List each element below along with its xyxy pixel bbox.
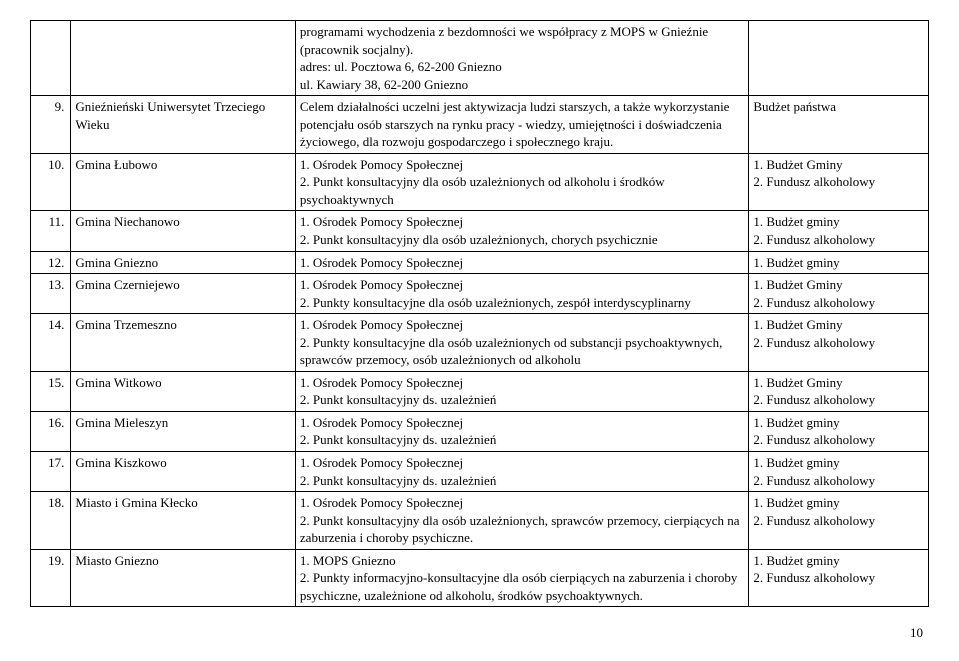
row-number: 16. <box>31 411 71 451</box>
entity-name: Gmina Gniezno <box>71 251 296 274</box>
funding: 1. Budżet gminy 2. Fundusz alkoholowy <box>749 492 929 550</box>
entity-name: Gmina Witkowo <box>71 371 296 411</box>
funding: 1. Budżet gminy 2. Fundusz alkoholowy <box>749 452 929 492</box>
entity-name: Gmina Mieleszyn <box>71 411 296 451</box>
data-table: programami wychodzenia z bezdomności we … <box>30 20 929 607</box>
description: 1. MOPS Gniezno 2. Punkty informacyjno-k… <box>295 549 748 607</box>
entity-name: Gmina Kiszkowo <box>71 452 296 492</box>
row-number: 17. <box>31 452 71 492</box>
table-row: programami wychodzenia z bezdomności we … <box>31 21 929 96</box>
description: Celem działalności uczelni jest aktywiza… <box>295 96 748 154</box>
entity-name: Gmina Trzemeszno <box>71 314 296 372</box>
funding: 1. Budżet gminy 2. Fundusz alkoholowy <box>749 549 929 607</box>
table-row: 16.Gmina Mieleszyn1. Ośrodek Pomocy Społ… <box>31 411 929 451</box>
description: 1. Ośrodek Pomocy Społecznej 2. Punkt ko… <box>295 211 748 251</box>
description: 1. Ośrodek Pomocy Społecznej 2. Punkty k… <box>295 274 748 314</box>
description: 1. Ośrodek Pomocy Społecznej 2. Punkt ko… <box>295 492 748 550</box>
table-row: 11.Gmina Niechanowo1. Ośrodek Pomocy Spo… <box>31 211 929 251</box>
description: 1. Ośrodek Pomocy Społecznej 2. Punkt ko… <box>295 153 748 211</box>
entity-name: Gmina Łubowo <box>71 153 296 211</box>
entity-name: Gmina Niechanowo <box>71 211 296 251</box>
funding: 1. Budżet Gminy 2. Fundusz alkoholowy <box>749 314 929 372</box>
funding: 1. Budżet gminy <box>749 251 929 274</box>
entity-name: Gmina Czerniejewo <box>71 274 296 314</box>
funding: 1. Budżet Gminy 2. Fundusz alkoholowy <box>749 274 929 314</box>
row-number: 19. <box>31 549 71 607</box>
description: 1. Ośrodek Pomocy Społecznej <box>295 251 748 274</box>
table-row: 9.Gnieźnieński Uniwersytet Trzeciego Wie… <box>31 96 929 154</box>
funding: 1. Budżet gminy 2. Fundusz alkoholowy <box>749 211 929 251</box>
entity-name: Miasto i Gmina Kłecko <box>71 492 296 550</box>
description: 1. Ośrodek Pomocy Społecznej 2. Punkt ko… <box>295 411 748 451</box>
table-row: 17.Gmina Kiszkowo1. Ośrodek Pomocy Społe… <box>31 452 929 492</box>
row-number: 13. <box>31 274 71 314</box>
table-row: 12.Gmina Gniezno1. Ośrodek Pomocy Społec… <box>31 251 929 274</box>
table-row: 10.Gmina Łubowo1. Ośrodek Pomocy Społecz… <box>31 153 929 211</box>
entity-name: Miasto Gniezno <box>71 549 296 607</box>
funding <box>749 21 929 96</box>
row-number: 9. <box>31 96 71 154</box>
table-row: 19.Miasto Gniezno1. MOPS Gniezno 2. Punk… <box>31 549 929 607</box>
table-row: 18.Miasto i Gmina Kłecko1. Ośrodek Pomoc… <box>31 492 929 550</box>
table-row: 15.Gmina Witkowo1. Ośrodek Pomocy Społec… <box>31 371 929 411</box>
row-number <box>31 21 71 96</box>
funding: 1. Budżet Gminy 2. Fundusz alkoholowy <box>749 153 929 211</box>
table-row: 14.Gmina Trzemeszno1. Ośrodek Pomocy Spo… <box>31 314 929 372</box>
row-number: 12. <box>31 251 71 274</box>
funding: 1. Budżet gminy 2. Fundusz alkoholowy <box>749 411 929 451</box>
funding: Budżet państwa <box>749 96 929 154</box>
entity-name <box>71 21 296 96</box>
page-number: 10 <box>30 625 929 641</box>
description: 1. Ośrodek Pomocy Społecznej 2. Punkt ko… <box>295 371 748 411</box>
description: 1. Ośrodek Pomocy Społecznej 2. Punkty k… <box>295 314 748 372</box>
row-number: 11. <box>31 211 71 251</box>
description: 1. Ośrodek Pomocy Społecznej 2. Punkt ko… <box>295 452 748 492</box>
funding: 1. Budżet Gminy 2. Fundusz alkoholowy <box>749 371 929 411</box>
description: programami wychodzenia z bezdomności we … <box>295 21 748 96</box>
table-row: 13.Gmina Czerniejewo1. Ośrodek Pomocy Sp… <box>31 274 929 314</box>
row-number: 18. <box>31 492 71 550</box>
row-number: 15. <box>31 371 71 411</box>
row-number: 10. <box>31 153 71 211</box>
row-number: 14. <box>31 314 71 372</box>
entity-name: Gnieźnieński Uniwersytet Trzeciego Wieku <box>71 96 296 154</box>
